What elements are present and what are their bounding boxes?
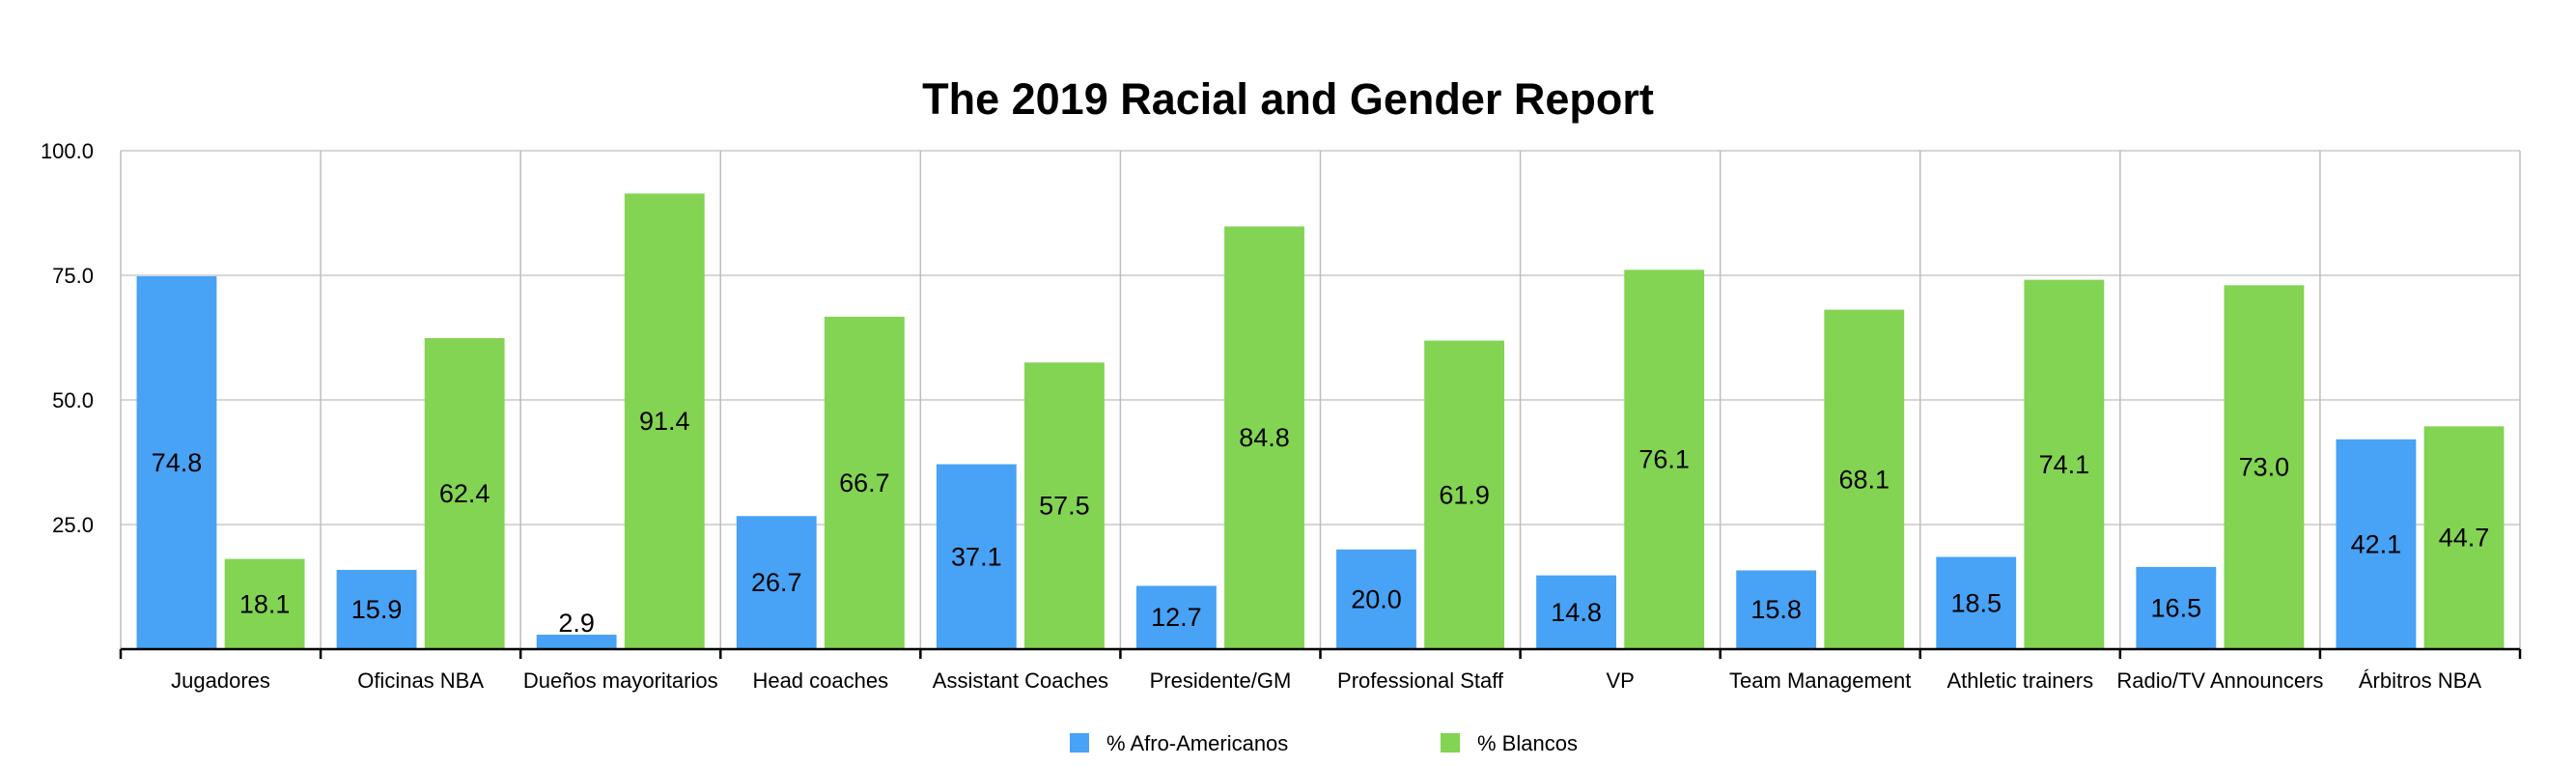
data-label: 76.1 — [1638, 445, 1690, 474]
bar — [1536, 575, 1616, 649]
x-tick-label: Oficinas NBA — [357, 668, 484, 693]
data-label: 37.1 — [951, 542, 1002, 571]
data-label: 44.7 — [2439, 524, 2490, 553]
bar — [1424, 340, 1505, 649]
data-label: 84.8 — [1239, 423, 1290, 452]
bar — [1624, 270, 1705, 649]
data-label: 18.5 — [1950, 588, 2002, 617]
legend-label: % Afro-Americanos — [1106, 731, 1288, 755]
data-label: 15.9 — [351, 595, 403, 624]
bar — [736, 516, 817, 649]
bar — [1936, 556, 2017, 649]
bar — [1336, 549, 1416, 649]
bar — [424, 338, 505, 649]
x-tick-label: Assistant Coaches — [933, 668, 1108, 693]
bar — [624, 193, 705, 649]
y-tick-label: 100.0 — [41, 139, 94, 163]
bar — [1135, 585, 1217, 649]
data-label: 2.9 — [558, 609, 595, 638]
bar — [1224, 226, 1304, 649]
data-label: 12.7 — [1151, 603, 1202, 632]
bar — [2336, 439, 2417, 649]
x-tick-label: Team Management — [1729, 668, 1911, 693]
data-label: 61.9 — [1439, 480, 1490, 509]
bar — [1736, 570, 1817, 649]
bar — [824, 316, 905, 649]
data-labels: 74.8 18.1 15.9 62.4 2.9 91.4 26.7 66.7 37.1 57.5 1… — [152, 407, 2490, 638]
bars — [136, 193, 2505, 649]
data-label: 68.1 — [1838, 465, 1890, 494]
bar — [2024, 279, 2105, 649]
x-tick-label: Presidente/GM — [1150, 668, 1292, 693]
bar — [336, 569, 417, 649]
x-tick-label: VP — [1606, 668, 1634, 693]
bar — [2136, 566, 2217, 649]
data-label: 15.8 — [1750, 595, 1802, 624]
data-label: 91.4 — [639, 407, 690, 436]
x-tick-label: Árbitros NBA — [2359, 668, 2481, 693]
bar — [1024, 362, 1105, 649]
bar — [1824, 309, 1905, 649]
x-tick-label: Professional Staff — [1337, 668, 1504, 693]
data-label: 74.8 — [152, 448, 203, 477]
data-label: 14.8 — [1551, 598, 1602, 627]
x-tick-label: Head coaches — [752, 668, 888, 693]
legend-label: % Blancos — [1477, 731, 1578, 755]
data-label: 16.5 — [2151, 593, 2202, 622]
bar — [136, 276, 217, 649]
legend-swatch — [1070, 733, 1089, 753]
x-tick-label: Dueños mayoritarios — [523, 668, 718, 693]
data-label: 66.7 — [839, 469, 890, 497]
x-axis: Jugadores Oficinas NBA Dueños mayoritarios… — [119, 647, 2522, 693]
x-tick-label: Radio/TV Announcers — [2116, 668, 2323, 693]
y-tick-label: 75.0 — [52, 264, 94, 288]
bar — [936, 464, 1017, 649]
bar — [2224, 285, 2305, 649]
data-label: 20.0 — [1351, 584, 1402, 613]
data-label: 18.1 — [239, 589, 291, 618]
bar — [2423, 426, 2505, 649]
bar — [224, 558, 305, 649]
x-tick-label: Jugadores — [171, 668, 270, 693]
grid — [120, 150, 2521, 649]
data-label: 73.0 — [2239, 453, 2290, 482]
y-tick-label: 25.0 — [52, 513, 94, 537]
y-tick-label: 50.0 — [52, 388, 94, 412]
chart-title: The 2019 Racial and Gender Report — [922, 74, 1654, 124]
data-label: 26.7 — [751, 568, 802, 597]
x-tick-label: Athletic trainers — [1946, 668, 2093, 693]
data-label: 42.1 — [2351, 529, 2402, 558]
y-axis: 100.0 75.0 50.0 25.0 — [41, 139, 94, 537]
data-label: 57.5 — [1039, 492, 1090, 521]
bar — [536, 635, 617, 649]
data-label: 62.4 — [439, 479, 490, 508]
legend: % Afro-Americanos % Blancos — [1070, 731, 1578, 755]
legend-swatch — [1441, 733, 1460, 753]
data-label: 74.1 — [2039, 450, 2090, 479]
